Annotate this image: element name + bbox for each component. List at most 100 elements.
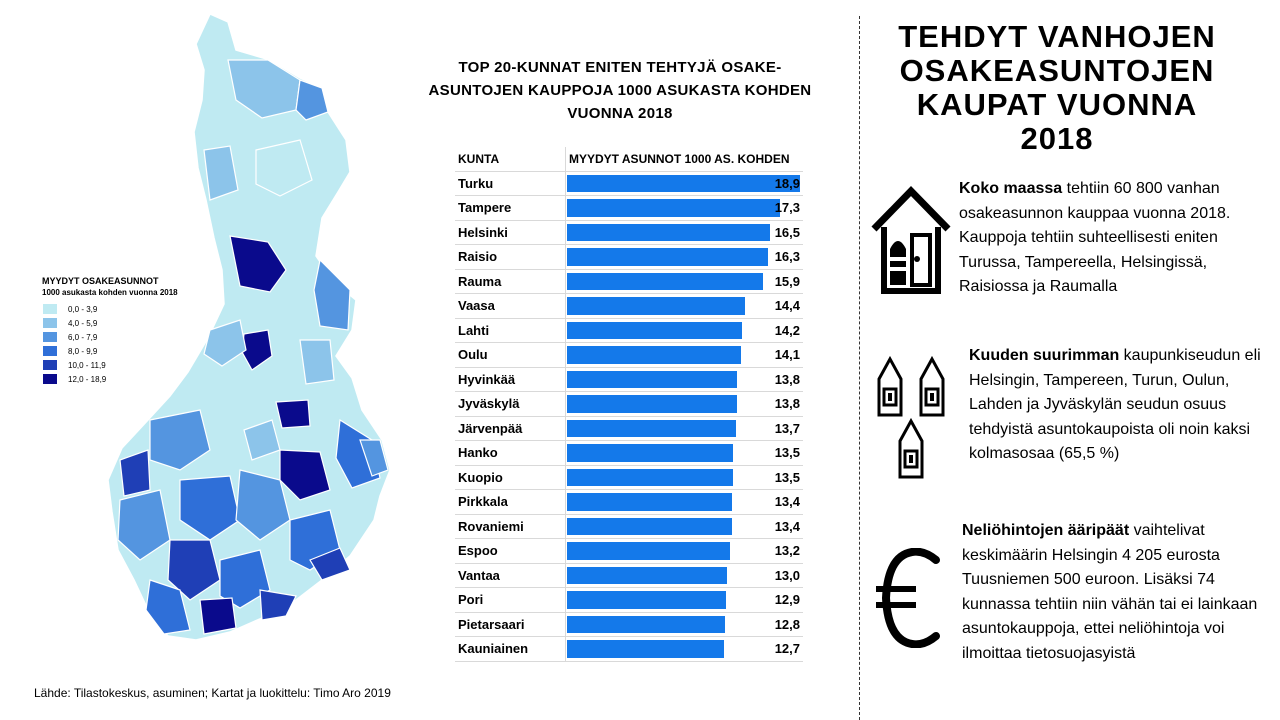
bar-value-label: 16,3 (774, 249, 800, 265)
legend-item: 10,0 - 11,9 (42, 358, 178, 372)
table-row: Jyväskylä 13,8 (455, 392, 803, 417)
bar-value-label: 13,4 (774, 494, 800, 510)
p3-bold: Neliöhintojen ääripäät (962, 522, 1130, 539)
p1-text: tehtiin 60 800 vanhan osakeasunnon kaupp… (959, 180, 1231, 295)
bar-value-label: 13,0 (774, 567, 800, 583)
table-row: Rauma 15,9 (455, 269, 803, 294)
bar-value-label: 13,8 (774, 396, 800, 412)
legend-label: 10,0 - 11,9 (68, 360, 106, 370)
bar-value-label: 16,5 (774, 224, 800, 240)
chart-title-line: VUONNA 2018 (567, 105, 673, 122)
chart-title: TOP 20-KUNNAT ENITEN TEHTYJÄ OSAKE- ASUN… (395, 56, 845, 125)
table-row: Vaasa 14,4 (455, 294, 803, 319)
map-region (359, 439, 389, 477)
row-kunta: Pori (455, 588, 566, 612)
row-kunta: Pirkkala (455, 490, 566, 514)
row-kunta: Jyväskylä (455, 392, 566, 416)
map-legend: MYYDYT OSAKEASUNNOT 1000 asukasta kohden… (42, 275, 178, 386)
row-value-cell: 12,8 (566, 613, 803, 637)
map-region (219, 549, 271, 609)
row-value-cell: 13,5 (566, 466, 803, 490)
bar (567, 199, 781, 217)
legend-label: 8,0 - 9,9 (68, 346, 98, 356)
bar (567, 444, 734, 462)
row-value-cell: 13,5 (566, 441, 803, 465)
row-kunta: Oulu (455, 343, 566, 367)
map-region (179, 475, 241, 541)
bar-value-label: 18,9 (774, 175, 800, 191)
row-value-cell: 12,9 (566, 588, 803, 612)
row-value-cell: 14,1 (566, 343, 803, 367)
row-value-cell: 13,0 (566, 564, 803, 588)
table-row: Espoo 13,2 (455, 539, 803, 564)
chart-title-line: TOP 20-KUNNAT ENITEN TEHTYJÄ OSAKE- (458, 59, 782, 76)
row-value-cell: 12,7 (566, 637, 803, 661)
euro-icon (876, 548, 940, 648)
legend-item: 8,0 - 9,9 (42, 344, 178, 358)
source-note: Lähde: Tilastokeskus, asuminen; Kartat j… (34, 686, 391, 700)
legend-swatch (42, 317, 58, 329)
map-region (229, 235, 287, 293)
panel-title-line: TEHDYT VANHOJEN (898, 19, 1216, 54)
bar (567, 297, 745, 315)
chart-title-line: ASUNTOJEN KAUPPOJA 1000 ASUKASTA KOHDEN (428, 82, 812, 99)
bar (567, 419, 736, 437)
row-value-cell: 13,8 (566, 392, 803, 416)
bar (567, 248, 768, 266)
bar (567, 272, 764, 290)
table-row: Vantaa 13,0 (455, 563, 803, 588)
header-value: MYYDYT ASUNNOT 1000 AS. KOHDEN (569, 151, 790, 166)
table-row: Raisio 16,3 (455, 245, 803, 270)
row-value-cell: 16,3 (566, 245, 803, 269)
map-region (199, 597, 237, 635)
bar (567, 591, 727, 609)
house-icon (871, 185, 951, 294)
paragraph-1: Koko maassa tehtiin 60 800 vanhan osakea… (959, 177, 1259, 300)
bar (567, 493, 733, 511)
legend-swatch (42, 331, 58, 343)
map-region (203, 319, 247, 367)
row-kunta: Vaasa (455, 294, 566, 318)
bar (567, 370, 738, 388)
bar-value-label: 14,2 (774, 322, 800, 338)
table-row: Lahti 14,2 (455, 318, 803, 343)
panel-title: TEHDYT VANHOJEN OSAKEASUNTOJEN KAUPAT VU… (862, 20, 1252, 156)
row-kunta: Turku (455, 171, 566, 195)
map-region (275, 399, 311, 429)
row-kunta: Tampere (455, 196, 566, 220)
map-region (335, 418, 381, 489)
p2-bold: Kuuden suurimman (969, 347, 1120, 364)
row-kunta: Hyvinkää (455, 367, 566, 391)
bar (567, 346, 741, 364)
row-value-cell: 13,4 (566, 515, 803, 539)
bar (567, 395, 738, 413)
bar-value-label: 14,1 (774, 347, 800, 363)
legend-swatch (42, 303, 58, 315)
bar (567, 542, 730, 560)
bar (567, 566, 728, 584)
row-kunta: Rauma (455, 269, 566, 293)
row-kunta: Kauniainen (455, 637, 566, 661)
bar (567, 640, 724, 658)
row-value-cell: 13,2 (566, 539, 803, 563)
table-row: Helsinki 16,5 (455, 220, 803, 245)
row-value-cell: 16,5 (566, 221, 803, 245)
table-row: Hanko 13,5 (455, 441, 803, 466)
map-region (299, 339, 335, 385)
row-kunta: Espoo (455, 539, 566, 563)
panel-title-line: KAUPAT VUONNA (916, 87, 1198, 122)
map-region (313, 258, 351, 331)
map-region (203, 145, 239, 201)
row-kunta: Vantaa (455, 563, 566, 587)
row-value-cell: 13,7 (566, 417, 803, 441)
bar-table: KUNTA MYYDYT ASUNNOT 1000 AS. KOHDEN Tur… (455, 147, 803, 662)
bar-value-label: 12,7 (774, 641, 800, 657)
table-row: Kauniainen 12,7 (455, 637, 803, 662)
map-region (235, 469, 291, 541)
legend-item: 4,0 - 5,9 (42, 316, 178, 330)
legend-label: 4,0 - 5,9 (68, 318, 98, 328)
paragraph-2: Kuuden suurimman kaupunkiseudun eli Hels… (969, 344, 1261, 467)
table-row: Kuopio 13,5 (455, 465, 803, 490)
legend-swatch (42, 345, 58, 357)
row-kunta: Pietarsaari (455, 612, 566, 636)
